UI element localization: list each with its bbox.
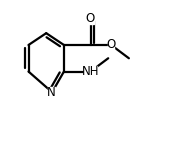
Text: N: N bbox=[47, 86, 56, 99]
Text: NH: NH bbox=[82, 65, 99, 78]
Bar bbox=[48, 87, 55, 97]
Bar bbox=[87, 13, 94, 24]
Bar bbox=[84, 66, 97, 77]
Text: O: O bbox=[107, 38, 116, 51]
Text: O: O bbox=[86, 12, 95, 25]
Bar bbox=[108, 40, 115, 50]
